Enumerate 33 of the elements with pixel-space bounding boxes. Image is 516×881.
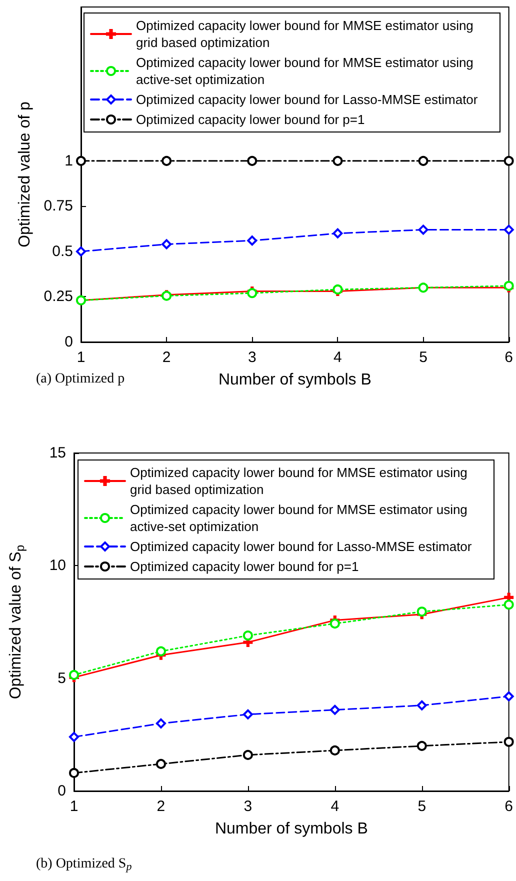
x-tick-label: 4 xyxy=(334,349,342,366)
y-tick-label: 5 xyxy=(58,670,66,687)
legend-label: Optimized capacity lower bound for p=1 xyxy=(130,559,359,574)
y-tick-label: 0.75 xyxy=(44,198,73,215)
text: (a) Optimized p xyxy=(36,372,125,386)
legend-label: Optimized capacity lower bound for MMSE estimator using grid based optimization xyxy=(130,465,472,497)
x-tick-label: 2 xyxy=(162,349,171,366)
x-tick-label: 1 xyxy=(76,349,86,366)
x-tick-label: 5 xyxy=(418,798,426,815)
y-tick-label: 0 xyxy=(58,782,66,800)
x-tick-label: 5 xyxy=(419,349,428,366)
x-tick-label: 6 xyxy=(504,798,513,815)
y-tick-label: 1 xyxy=(64,152,73,170)
x-tick-label: 3 xyxy=(248,349,256,366)
y-tick-label: 0 xyxy=(64,334,73,350)
legend-label: Optimized capacity lower bound for p=1 xyxy=(136,112,365,127)
legend-label: Optimized capacity lower bound for MMSE estimator using grid based optimization xyxy=(136,18,478,50)
x-tick-label: 4 xyxy=(330,798,340,815)
legend-label: Optimized capacity lower bound for Lasso-MMSE estimator xyxy=(136,92,478,107)
y-axis-title: Optimized value of p xyxy=(16,101,34,248)
y-axis-title: Optimized value of Sp xyxy=(8,544,27,700)
legend-label: Optimized capacity lower bound for Lasso-MMSE estimator xyxy=(130,539,472,554)
y-tick-label: 0.25 xyxy=(44,288,73,306)
legend-label: Optimized capacity lower bound for MMSE estimator using active-set optimization xyxy=(130,502,472,534)
y-tick-label: 10 xyxy=(49,557,66,574)
x-tick-label: 3 xyxy=(244,798,252,815)
x-tick-label: 2 xyxy=(156,798,166,815)
legend-label: Optimized capacity lower bound for MMSE estimator using active-set optimization xyxy=(136,55,478,87)
y-tick-label: 15 xyxy=(49,444,66,462)
x-tick-label: 6 xyxy=(504,349,513,366)
y-tick-label: 0.5 xyxy=(52,242,73,260)
x-axis-title: Number of symbols B xyxy=(214,820,368,838)
x-axis-title: Number of symbols B xyxy=(218,372,372,388)
